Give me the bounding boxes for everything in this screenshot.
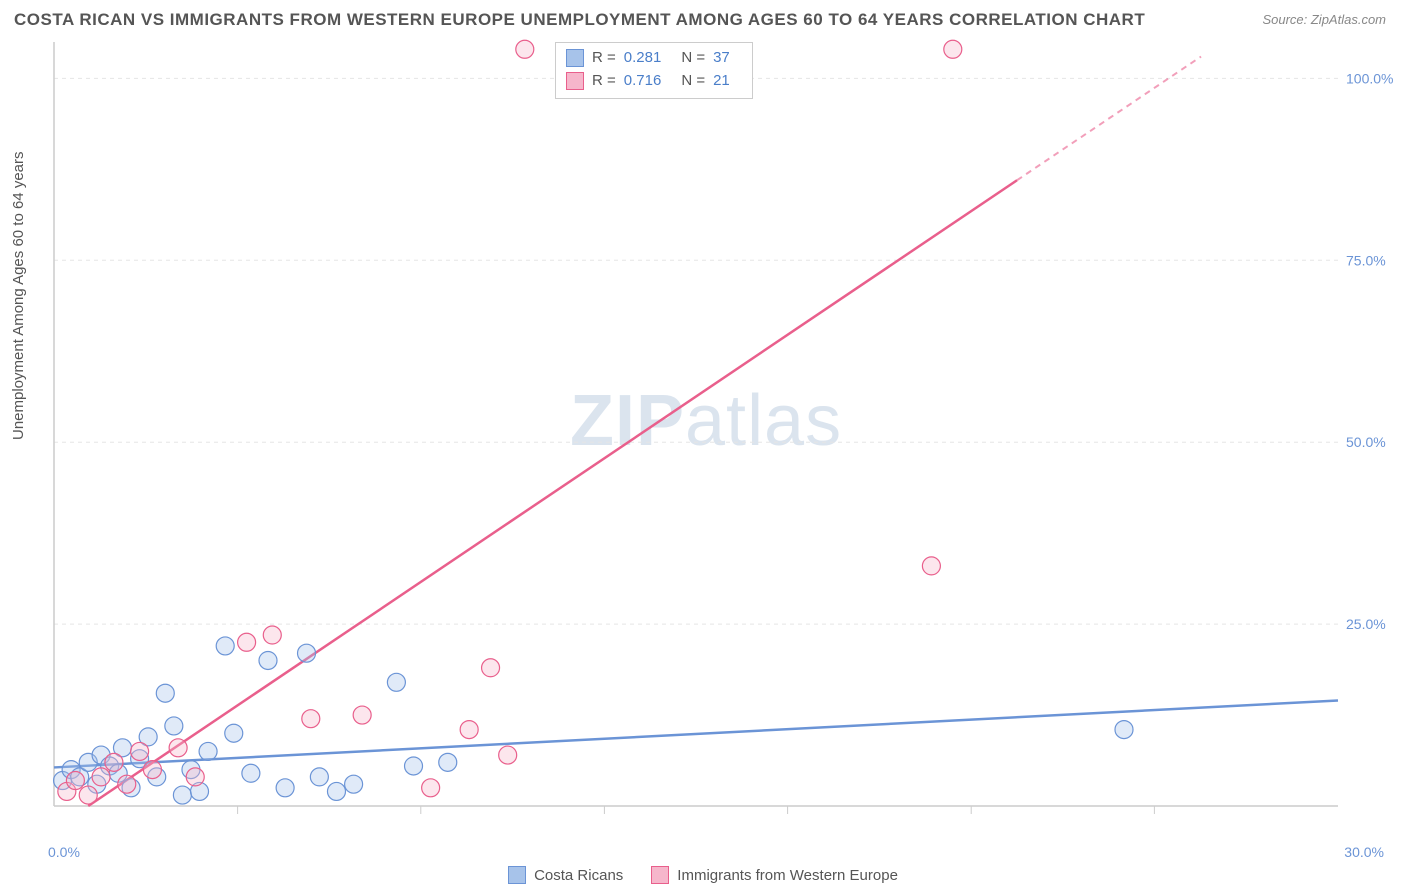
n-value-immigrants: 21	[713, 70, 730, 93]
x-tick-label: 0.0%	[48, 844, 80, 860]
svg-text:100.0%: 100.0%	[1346, 70, 1393, 86]
source-attribution: Source: ZipAtlas.com	[1262, 12, 1386, 27]
plot-area: 25.0%50.0%75.0%100.0%	[48, 42, 1388, 842]
legend-row-immigrants: R = 0.716 N = 21	[566, 70, 742, 93]
svg-text:25.0%: 25.0%	[1346, 616, 1386, 632]
r-label: R =	[592, 47, 616, 70]
chart-container: COSTA RICAN VS IMMIGRANTS FROM WESTERN E…	[0, 0, 1406, 892]
r-value-immigrants: 0.716	[624, 70, 662, 93]
n-value-costa-ricans: 37	[713, 47, 730, 70]
legend-item-costa-ricans: Costa Ricans	[508, 866, 623, 884]
swatch-immigrants	[651, 866, 669, 884]
legend-label: Immigrants from Western Europe	[677, 867, 898, 884]
legend-stats: R = 0.281 N = 37 R = 0.716 N = 21	[555, 42, 753, 99]
r-value-costa-ricans: 0.281	[624, 47, 662, 70]
x-tick-label: 30.0%	[1344, 844, 1384, 860]
svg-text:75.0%: 75.0%	[1346, 252, 1386, 268]
swatch-immigrants	[566, 72, 584, 90]
chart-svg: 25.0%50.0%75.0%100.0%	[48, 42, 1388, 842]
legend-label: Costa Ricans	[534, 867, 623, 884]
swatch-costa-ricans	[508, 866, 526, 884]
chart-title: COSTA RICAN VS IMMIGRANTS FROM WESTERN E…	[14, 10, 1145, 30]
legend-row-costa-ricans: R = 0.281 N = 37	[566, 47, 742, 70]
r-label: R =	[592, 70, 616, 93]
n-label: N =	[681, 47, 705, 70]
swatch-costa-ricans	[566, 49, 584, 67]
legend-series: Costa Ricans Immigrants from Western Eur…	[0, 866, 1406, 884]
n-label: N =	[681, 70, 705, 93]
y-axis-label: Unemployment Among Ages 60 to 64 years	[10, 151, 27, 440]
legend-item-immigrants: Immigrants from Western Europe	[651, 866, 898, 884]
svg-text:50.0%: 50.0%	[1346, 434, 1386, 450]
